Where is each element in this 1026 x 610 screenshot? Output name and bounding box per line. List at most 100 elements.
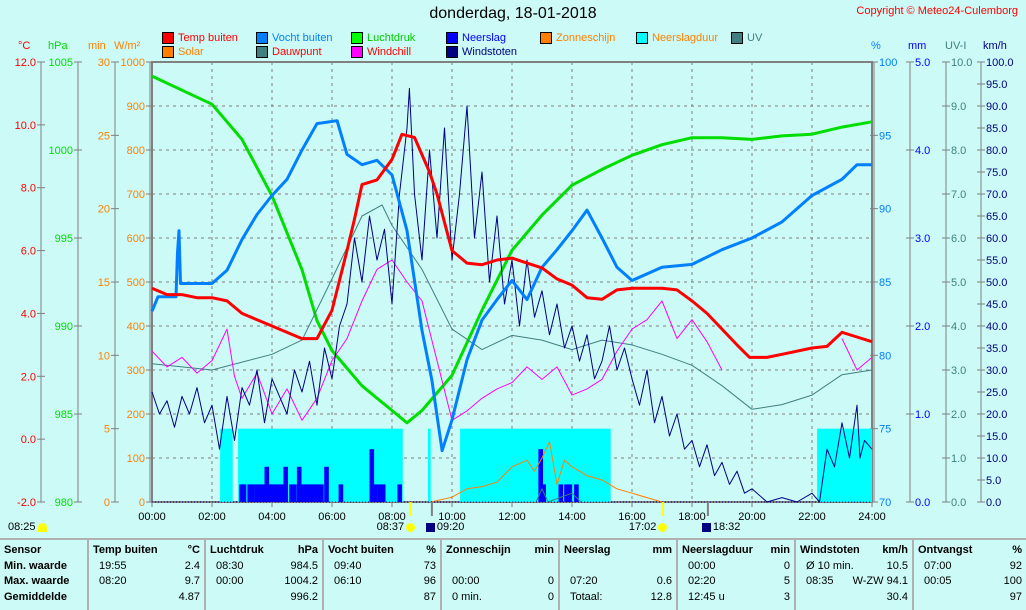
table-row: 08:20 9.7	[93, 574, 200, 590]
cell-time: Totaal:	[570, 590, 603, 603]
legend-swatch	[636, 32, 648, 44]
header-label: Sensor	[4, 544, 42, 556]
table-row: 19:55 2.4	[93, 559, 200, 575]
cell-value: W-ZW 94.1	[852, 575, 908, 587]
cell-time: Ø 10 min.	[806, 559, 854, 572]
bar-neerslag	[239, 484, 244, 502]
axis-tick-label: 10	[98, 350, 110, 362]
axis-tick-label: 2.0	[21, 371, 36, 383]
table-column: Vocht buiten% 09:40 73 06:10 96 87	[324, 540, 442, 610]
legend-label: Neerslagduur	[652, 32, 719, 44]
table-row: 07:20 0.6	[564, 574, 672, 590]
legend-label: Neerslag	[462, 32, 507, 44]
table-row	[446, 559, 554, 575]
bar-neerslag	[241, 484, 247, 502]
axis-unit-wm2: W/m²	[114, 40, 141, 52]
cell-time	[800, 590, 806, 606]
axis-tick-label: 5.0	[915, 57, 930, 69]
cell-time: 00:05	[924, 575, 952, 587]
cell-value: 4.87	[178, 590, 200, 603]
cell-value: 12.8	[650, 590, 672, 603]
cell-time: 08:35	[806, 575, 834, 587]
legend-swatch	[540, 32, 552, 44]
axis-tick-label: 300	[127, 365, 145, 377]
table-row	[564, 559, 672, 575]
axis-tick-label: 20.0	[986, 409, 1007, 421]
x-tick-label: 00:00	[138, 511, 166, 523]
legend-label: Zonneschijn	[556, 32, 616, 44]
axis-tick-label: 30	[98, 57, 110, 69]
table-row: 4.87	[93, 590, 200, 606]
axis-tick-label: 25	[98, 130, 110, 142]
axis-tick-label: 80	[879, 350, 891, 362]
axis-tick-label: 15.0	[986, 431, 1007, 443]
axis-unit-hpa: hPa	[48, 40, 68, 52]
x-tick-label: 18:00	[678, 511, 706, 523]
table-header: Windstoten km/h	[800, 543, 908, 559]
bar-neerslag	[313, 484, 318, 502]
legend-label: Solar	[178, 46, 204, 58]
cell-value: 2.4	[184, 559, 200, 572]
bar-neerslag	[257, 484, 263, 502]
bar-neerslag	[397, 484, 402, 502]
axis-tick-label: 0.0	[21, 434, 36, 446]
table-row: Totaal: 12.8	[564, 590, 672, 606]
legend-label: Windchill	[367, 46, 412, 58]
stats-table: Sensor Min. waarde Max. waarde Gemiddelde Te…	[0, 538, 1026, 610]
table-row: 00:00 0	[446, 574, 554, 590]
table-header: Neerslagduur min	[682, 543, 790, 559]
table-row: 06:10 96	[328, 574, 436, 590]
cell-value: 87	[423, 590, 436, 603]
header-label: Temp buiten	[93, 544, 158, 556]
cell-value: 10.5	[886, 559, 908, 572]
legend-swatch	[446, 46, 458, 58]
series-line-vocht-buiten	[150, 119, 872, 453]
axis-tick-label: 2.0	[951, 409, 966, 421]
bar-neerslag	[338, 484, 344, 502]
cell-time	[210, 590, 216, 606]
cell-value: 100	[1003, 575, 1022, 587]
moonrise-icon	[425, 522, 435, 532]
legend-item: Vocht buiten	[256, 32, 333, 44]
axis-tick-label: 10.0	[951, 57, 972, 69]
header-unit: °C	[187, 544, 200, 556]
legend-item: Dauwpunt	[256, 46, 322, 58]
bar-neerslag	[380, 484, 386, 502]
legend-item: Neerslagduur	[636, 32, 718, 44]
cell-value: 0.6	[656, 575, 672, 587]
cell-value: 97	[1009, 590, 1022, 603]
moonset-icon	[701, 522, 711, 532]
axis-tick-label: 80.0	[986, 145, 1007, 157]
x-tick-label: 02:00	[198, 511, 226, 523]
x-tick-label: 04:00	[258, 511, 286, 523]
axis-unit-pct: %	[871, 40, 881, 52]
legend-swatch	[351, 32, 363, 44]
cell-value: 1004.2	[284, 575, 318, 587]
cell-value: 996.2	[290, 590, 318, 603]
axis-tick-label: 90	[879, 204, 891, 216]
axis-tick-label: 1005	[49, 57, 73, 69]
table-row: 09:40 73	[328, 559, 436, 575]
axis-tick-label: 0.0	[986, 497, 1001, 509]
table-row: 07:00 92	[918, 559, 1022, 575]
table-row: 02:20 5	[682, 574, 790, 590]
bar-neerslag	[373, 484, 378, 502]
table-row: 00:00 1004.2	[210, 574, 318, 590]
event-time: 09:20	[436, 521, 465, 533]
bar-neerslag	[324, 466, 329, 502]
table-header: Vocht buiten%	[328, 543, 436, 559]
event-time: 08:25	[8, 521, 36, 533]
axis-tick-label: 980	[55, 497, 73, 509]
bar-neerslag	[574, 484, 579, 502]
event-moonset: 18:32	[701, 521, 740, 533]
legend-swatch	[162, 32, 174, 44]
cell-value: 96	[423, 575, 436, 587]
legend-label: Vocht buiten	[272, 32, 333, 44]
event-sunset: 17:02	[629, 521, 668, 533]
cell-time: 0 min.	[452, 590, 482, 603]
bar-neerslag	[296, 466, 302, 502]
bar-neerslag	[270, 484, 276, 502]
legend-label: Dauwpunt	[272, 46, 322, 58]
bar-neerslag	[276, 484, 282, 502]
legend-swatch	[256, 32, 268, 44]
